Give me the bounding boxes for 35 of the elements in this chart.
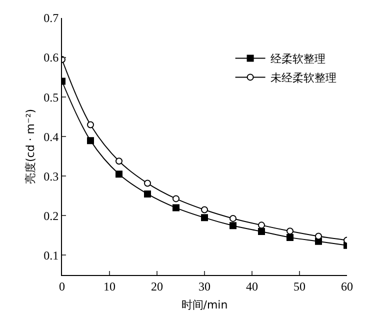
point [286, 228, 294, 235]
point [87, 137, 94, 144]
point [172, 195, 180, 202]
y-tick-label: 0.7 [44, 11, 59, 26]
point [201, 214, 208, 222]
y-tick-label: 0.3 [44, 169, 59, 184]
y-tick-label: 0.4 [44, 130, 59, 144]
x-axis-title: 时间/min [181, 298, 228, 312]
x-tick-label: 30 [198, 279, 210, 294]
x-tick-label: 60 [341, 279, 353, 294]
point [144, 190, 151, 198]
point [230, 214, 236, 222]
y-tick-label: 0.6 [44, 50, 59, 65]
point [286, 234, 294, 241]
y-tick-label: 0.1 [44, 248, 59, 262]
point [258, 228, 265, 236]
legend-label: 未经柔软整理 [270, 71, 336, 84]
x-tick-label: 10 [104, 279, 116, 294]
legend-label: 经柔软整理 [270, 52, 326, 66]
point [230, 222, 236, 230]
point [201, 206, 208, 214]
y-tick-label: 0.2 [44, 208, 59, 223]
x-tick-label: 0 [59, 279, 65, 294]
point [172, 204, 180, 212]
point [258, 222, 265, 229]
point [87, 121, 94, 128]
point [315, 232, 322, 240]
y-axis-title: 亮度(cd · m⁻²) [24, 108, 38, 184]
x-tick-label: 50 [294, 279, 306, 294]
point [144, 180, 151, 187]
point [116, 170, 122, 178]
x-tick-label: 20 [151, 279, 163, 294]
y-tick-label: 0.5 [44, 90, 59, 104]
x-tick-label: 40 [246, 279, 258, 294]
point [116, 158, 122, 165]
